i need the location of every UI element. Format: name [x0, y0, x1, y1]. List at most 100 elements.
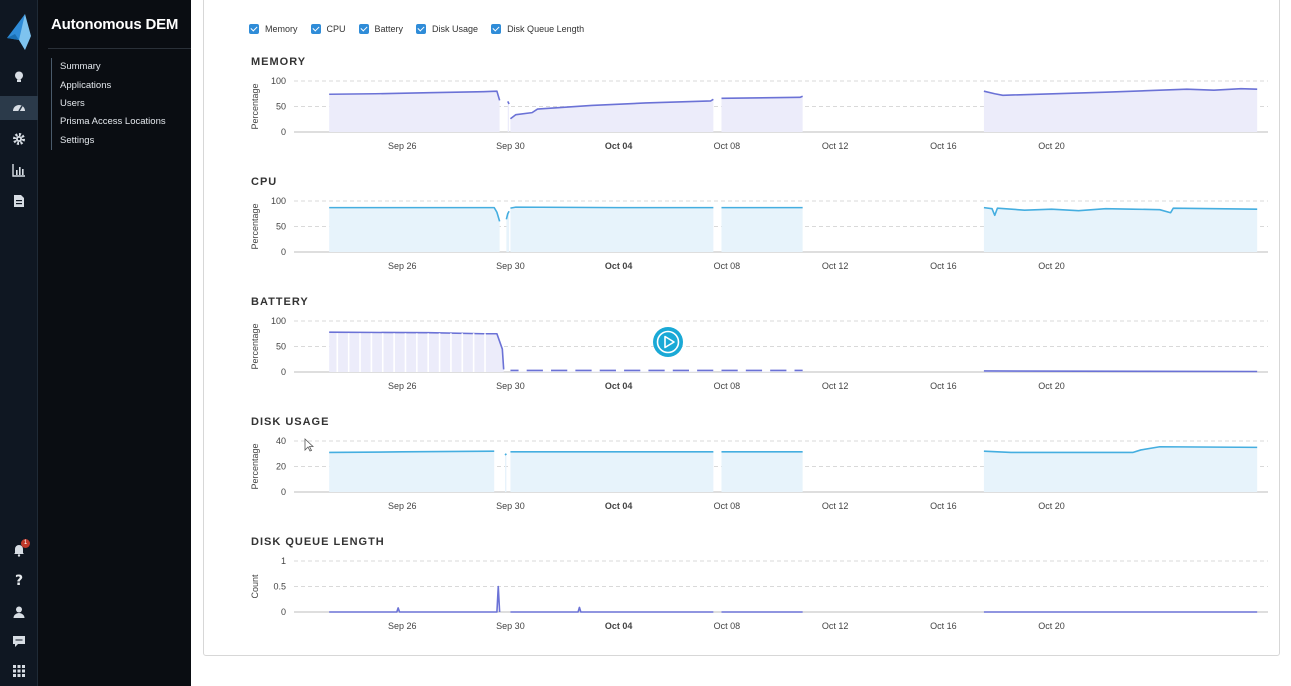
metrics-card: Memory CPU Battery Disk Usage Disk Queue… [203, 0, 1280, 656]
area-segment [507, 101, 510, 132]
nav-item-settings[interactable]: Settings [60, 135, 95, 146]
help-icon[interactable]: ? [14, 573, 24, 589]
area-segment [506, 211, 510, 252]
legend-disk-usage[interactable]: Disk Usage [416, 24, 478, 34]
series-line-segment [983, 445, 1258, 454]
x-tick-label: Oct 20 [1038, 261, 1065, 271]
legend-label: Disk Usage [432, 24, 479, 34]
x-tick-label: Oct 08 [714, 381, 741, 391]
checkbox-battery[interactable] [358, 24, 369, 34]
area-segment [983, 207, 1258, 252]
legend-label: Memory [265, 24, 298, 34]
checkbox-disk-usage[interactable] [416, 24, 427, 34]
bell-icon[interactable]: 1 [0, 538, 38, 562]
x-tick-label: Sep 26 [388, 501, 417, 511]
legend-label: Battery [374, 24, 404, 34]
x-tick-label: Oct 12 [822, 261, 849, 271]
y-tick-label: 50 [276, 222, 286, 232]
x-tick-label: Oct 16 [930, 381, 957, 391]
x-tick-label: Oct 04 [605, 381, 633, 391]
legend-battery[interactable]: Battery [358, 24, 404, 34]
x-tick-label: Sep 30 [496, 621, 525, 631]
report-icon[interactable] [0, 189, 38, 213]
y-axis-label: Count [250, 574, 260, 599]
x-tick-label: Sep 30 [496, 261, 525, 271]
area-segment [983, 446, 1258, 492]
x-tick-label: Sep 30 [496, 381, 525, 391]
user-icon[interactable] [0, 600, 38, 624]
y-tick-label: 0 [281, 607, 286, 617]
x-tick-label: Oct 20 [1038, 501, 1065, 511]
x-tick-label: Sep 26 [388, 621, 417, 631]
icon-rail: 1 ? [0, 0, 38, 686]
legend-disk-queue-length[interactable]: Disk Queue Length [491, 24, 584, 34]
area-segment [721, 451, 803, 492]
x-tick-label: Sep 30 [496, 501, 525, 511]
x-tick-label: Sep 26 [388, 261, 417, 271]
series-line-segment [721, 95, 803, 100]
x-tick-label: Oct 16 [930, 261, 957, 271]
x-tick-label: Oct 20 [1038, 381, 1065, 391]
mouse-cursor-icon [304, 438, 314, 452]
chart-icon[interactable] [0, 158, 38, 182]
x-tick-label: Oct 08 [714, 261, 741, 271]
bulb-icon[interactable] [0, 65, 38, 89]
x-tick-label: Oct 20 [1038, 621, 1065, 631]
x-tick-label: Oct 16 [930, 141, 957, 151]
legend-label: Disk Queue Length [507, 24, 585, 34]
battery-chart: Percentage 0 50 100 Sep 26 Sep 30 Oct 04 Oct 08… [250, 316, 1268, 391]
metric-legend: Memory CPU Battery Disk Usage Disk Queue… [249, 24, 597, 34]
checkbox-disk-queue-length[interactable] [491, 24, 502, 34]
series-line-segment [509, 98, 714, 120]
y-tick-label: 50 [276, 102, 286, 112]
x-tick-label: Oct 16 [930, 501, 957, 511]
app-title: Autonomous DEM [51, 16, 179, 33]
x-tick-label: Sep 30 [496, 141, 525, 151]
area-segment [329, 207, 500, 252]
x-tick-label: Oct 04 [605, 501, 633, 511]
nav-item-applications[interactable]: Applications [60, 80, 112, 91]
cpu-chart: Percentage 0 50 100 Sep 26 Sep 30 Oct 04 Oct 08… [250, 196, 1268, 271]
legend-cpu[interactable]: CPU [310, 24, 346, 34]
chat-icon[interactable] [0, 629, 38, 653]
y-tick-label: 40 [276, 436, 286, 446]
y-axis-label: Percentage [250, 443, 260, 489]
nav-item-users[interactable]: Users [60, 98, 85, 109]
checkbox-memory[interactable] [249, 24, 259, 34]
y-axis-label: Percentage [250, 83, 260, 129]
area-segment [721, 207, 803, 252]
legend-memory[interactable]: Memory [249, 24, 298, 34]
notification-badge: 1 [21, 539, 30, 548]
gear-icon[interactable] [0, 127, 38, 151]
checkbox-cpu[interactable] [310, 24, 321, 34]
series-line-segment [329, 90, 501, 101]
chart-title-battery: BATTERY [251, 296, 309, 308]
y-tick-label: 50 [276, 342, 286, 352]
x-tick-label: Oct 12 [822, 381, 849, 391]
x-tick-label: Oct 04 [605, 141, 633, 151]
area-segment [505, 453, 507, 492]
series-line-segment [505, 210, 510, 220]
play-icon[interactable] [652, 326, 684, 358]
series-line-segment [504, 453, 507, 456]
chart-title-disk-usage: DISK USAGE [251, 416, 330, 428]
chart-title-cpu: CPU [251, 176, 278, 188]
y-tick-label: 0 [281, 247, 286, 257]
y-tick-label: 100 [271, 196, 286, 206]
nav-tree-line [51, 58, 52, 150]
legend-label: CPU [326, 24, 346, 34]
series-line-segment [329, 585, 501, 613]
nav-item-summary[interactable]: Summary [60, 61, 101, 72]
nav-item-prisma-access-locations[interactable]: Prisma Access Locations [60, 116, 166, 127]
chart-title-memory: MEMORY [251, 56, 307, 68]
series-line-segment [507, 101, 510, 105]
y-tick-label: 0 [281, 367, 286, 377]
dashboard-icon[interactable] [0, 96, 38, 120]
main-content: Memory CPU Battery Disk Usage Disk Queue… [191, 0, 1291, 686]
y-axis-label: Percentage [250, 323, 260, 369]
apps-grid-icon[interactable] [0, 659, 38, 683]
series-line-segment [329, 450, 495, 454]
x-tick-label: Oct 12 [822, 141, 849, 151]
prisma-logo-icon[interactable] [3, 12, 35, 52]
series-line-segment [983, 87, 1258, 97]
